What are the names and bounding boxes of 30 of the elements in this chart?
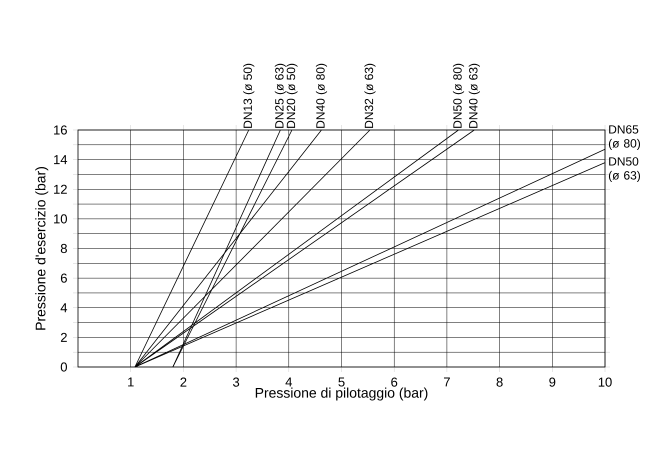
series-label: DN65 (ø 80) [608,125,640,150]
y-tick-label: 2 [60,332,67,342]
text: DN50 (ø 80) [452,64,464,128]
x-tick-label: 7 [444,378,450,386]
y-tick-label: 4 [60,303,68,312]
x-tick-label: 1 [128,378,134,386]
y-tick-label: 8 [60,244,67,254]
y-tick-label: 16 [54,125,67,135]
y-tick-label: 14 [54,155,68,164]
text: DN20 (ø 50) [286,64,298,128]
y-tick-label: 12 [54,184,67,194]
x-tick-label: 5 [338,378,345,387]
x-tick-label: 3 [233,378,240,387]
x-tick-label: 2 [180,378,186,387]
text: DN32 (ø 63) [364,64,376,128]
y-tick-label: 0 [60,362,67,372]
text: DN13 (ø 50) [243,64,254,128]
text: DN40 (ø 63) [468,64,480,128]
text: DN40 (ø 80) [316,64,328,128]
text: DN25 (ø 63) [274,64,286,128]
x-tick-label: 6 [391,378,398,387]
y-tick-label: 6 [60,274,67,283]
x-tick-label: 8 [496,378,503,387]
series-label: DN50 (ø 63) [608,157,640,182]
x-tick-label: 9 [549,378,556,387]
x-tick-label: 4 [286,378,292,386]
x-axis-title: Pressione di pilotaggio (bar) [256,388,428,401]
y-axis-title: Pressione d'esercizio (bar) [35,167,48,330]
y-tick-label: 10 [54,214,67,224]
x-tick-label: 10 [598,378,612,387]
